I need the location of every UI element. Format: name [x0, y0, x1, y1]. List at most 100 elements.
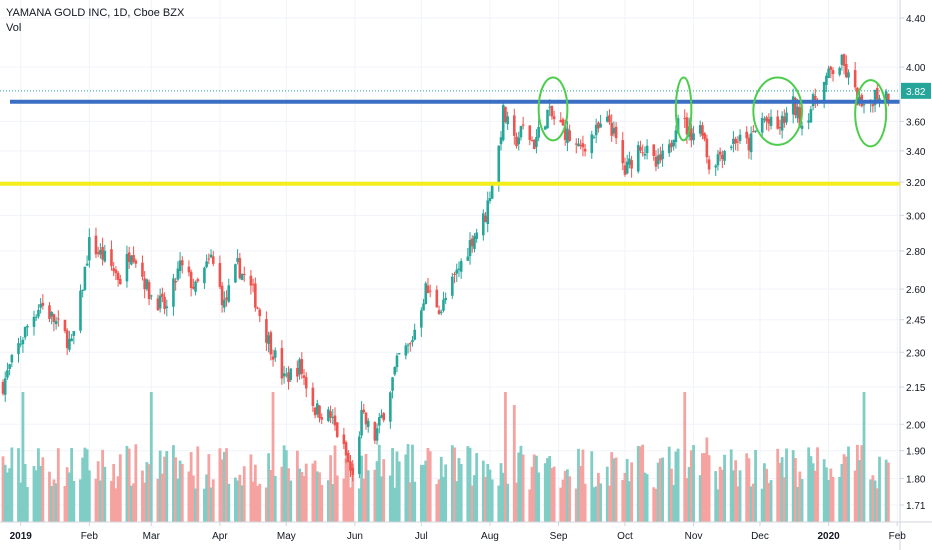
candle-body	[251, 284, 255, 286]
candle-body	[382, 413, 386, 421]
candle-body	[41, 302, 45, 306]
volume-bar	[300, 472, 304, 522]
time-axis[interactable]: 2019 Feb Mar Apr May Jun Jul Aug Sep Oct Nov Dec 202…	[0, 521, 932, 542]
volume-bar	[225, 448, 228, 522]
volume-bar	[220, 459, 224, 522]
volume-bar	[661, 457, 664, 522]
candle-body	[285, 374, 288, 376]
volume-bar	[515, 482, 518, 522]
volume-bar	[608, 485, 611, 522]
volume-bar	[497, 485, 501, 522]
candle-body	[358, 436, 361, 474]
volume-bar	[475, 453, 479, 522]
volume-bar	[132, 483, 135, 522]
candle-body	[656, 155, 660, 165]
candle-body	[670, 142, 673, 148]
volume-bar	[404, 454, 408, 522]
candle-body	[692, 133, 695, 141]
candle-body	[116, 272, 120, 280]
volume-bar	[630, 462, 634, 522]
candle-body	[411, 339, 414, 343]
candle-body	[853, 70, 857, 88]
volume-bar	[782, 477, 786, 522]
candle-body	[413, 329, 416, 340]
volume-bar	[364, 453, 368, 522]
volume-bar	[346, 456, 350, 522]
price-axis[interactable]: 4.40 4.00 3.82 3.60 3.40 3.20 3.00 2.80 2.60 2.45…	[899, 0, 931, 550]
volume-bar	[180, 463, 184, 522]
candle-body	[546, 109, 549, 129]
volume-bar	[636, 445, 640, 522]
volume-bar	[568, 476, 572, 522]
volume-bar	[382, 459, 386, 522]
candle-body	[736, 141, 740, 143]
candle-body	[156, 298, 160, 311]
candle-body	[814, 95, 817, 101]
volume-bar	[54, 483, 58, 522]
volume-bar	[468, 447, 472, 522]
candle-body	[273, 350, 277, 358]
candle-body	[822, 81, 826, 102]
volume-bar	[623, 472, 627, 522]
volume-bar	[264, 487, 268, 522]
volume-bar	[65, 467, 69, 522]
volume-bar	[506, 483, 510, 522]
candle-body	[798, 107, 802, 128]
volume-bar	[72, 480, 76, 522]
candle-body	[158, 295, 162, 309]
candle-body	[94, 235, 98, 255]
candle-body	[96, 252, 100, 254]
volume-bar	[331, 484, 335, 522]
candle-body	[763, 119, 766, 121]
volume-bar	[714, 471, 718, 522]
volume-bar	[273, 475, 277, 522]
candle-body	[435, 289, 439, 308]
candle-body	[528, 125, 532, 140]
candle-body	[192, 286, 195, 289]
volume-bar	[6, 472, 9, 522]
candle-body	[344, 442, 348, 456]
volume-bar	[800, 479, 804, 522]
trend-lines[interactable]	[0, 90, 900, 186]
volume-bar	[528, 489, 532, 522]
volume-bar	[342, 478, 346, 522]
candle-body	[207, 258, 211, 260]
volume-bar	[357, 488, 361, 522]
candle-body	[404, 345, 408, 356]
candle-body	[831, 70, 835, 75]
candle-body	[360, 410, 363, 436]
volume-bar	[751, 483, 755, 522]
volume-bar	[652, 487, 656, 522]
volume-bar	[96, 461, 100, 522]
candle-body	[23, 326, 27, 338]
candle-body	[552, 116, 556, 120]
volume-bar	[791, 450, 795, 522]
volume-bar	[873, 480, 877, 522]
candle-body	[424, 283, 428, 304]
volume-bar	[397, 461, 401, 522]
volume-bar	[333, 445, 337, 522]
candle-body	[497, 145, 501, 183]
highlight-ellipses[interactable]	[537, 76, 888, 148]
volume-bar	[311, 463, 315, 522]
volume-bar	[25, 487, 29, 522]
volume-bar	[112, 463, 116, 522]
candle-body	[32, 316, 36, 327]
volume-bar	[373, 469, 377, 522]
volume-bar	[249, 454, 253, 522]
volume-bar	[597, 472, 600, 522]
candle-body	[482, 213, 485, 236]
volume-bar	[827, 480, 830, 522]
candle-body	[455, 269, 459, 274]
candle-body	[187, 266, 191, 273]
volume-bar	[395, 451, 399, 522]
time-tick-label: 2019	[10, 531, 33, 542]
volume-bar	[840, 464, 844, 522]
volume-bar	[360, 455, 363, 522]
volume-bar	[614, 457, 618, 522]
volume-bar	[256, 485, 259, 522]
candle-body	[103, 250, 107, 262]
candle-body	[470, 238, 474, 247]
candle-body	[282, 373, 286, 377]
